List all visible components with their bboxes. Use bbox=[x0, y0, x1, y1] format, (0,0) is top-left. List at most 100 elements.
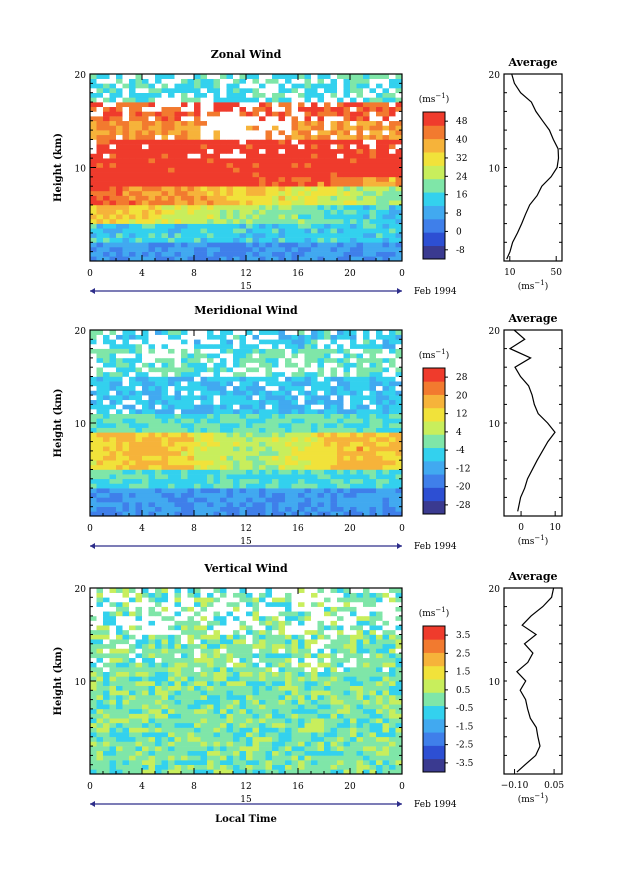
heatmap-cell bbox=[324, 699, 331, 705]
heatmap-cell bbox=[226, 148, 234, 154]
heatmap-cell bbox=[278, 339, 286, 345]
heatmap-cell bbox=[265, 246, 273, 252]
heatmap-cell bbox=[369, 381, 377, 387]
heatmap-cell bbox=[135, 148, 143, 154]
heatmap-cell bbox=[246, 228, 253, 234]
heatmap-cell bbox=[337, 492, 344, 498]
heatmap-cell bbox=[369, 83, 377, 89]
heatmap-cell bbox=[161, 74, 169, 79]
heatmap-cell bbox=[259, 181, 266, 187]
heatmap-cell bbox=[116, 446, 123, 452]
heatmap-cell bbox=[298, 741, 305, 747]
heatmap-cell bbox=[135, 246, 143, 252]
heatmap-cell bbox=[155, 390, 162, 396]
heatmap-cell bbox=[181, 404, 188, 410]
heatmap-cell bbox=[395, 464, 403, 470]
heatmap-cell bbox=[382, 708, 390, 714]
heatmap-cell bbox=[356, 186, 364, 192]
heatmap-cell bbox=[213, 362, 221, 368]
heatmap-cell bbox=[213, 492, 221, 498]
heatmap-cell bbox=[382, 409, 390, 414]
heatmap-cell bbox=[317, 446, 325, 452]
heatmap-cell bbox=[220, 478, 227, 484]
heatmap-cell bbox=[285, 732, 292, 738]
heatmap-cell bbox=[148, 385, 156, 391]
heatmap-cell bbox=[376, 446, 383, 452]
heatmap-cell bbox=[109, 376, 117, 382]
heatmap-cell bbox=[226, 195, 234, 201]
heatmap-cell bbox=[194, 446, 201, 452]
heatmap-cell bbox=[304, 162, 312, 168]
heatmap-cell bbox=[389, 741, 396, 747]
heatmap-cell bbox=[135, 125, 143, 131]
heatmap-cell bbox=[148, 511, 156, 517]
heatmap-cell bbox=[233, 176, 240, 182]
heatmap-cell bbox=[259, 727, 266, 733]
heatmap-cell bbox=[350, 153, 357, 159]
heatmap-cell bbox=[161, 404, 169, 410]
heatmap-cell bbox=[174, 162, 182, 168]
heatmap-cell bbox=[272, 223, 279, 229]
heatmap-cell bbox=[207, 362, 214, 368]
heatmap-cell bbox=[168, 190, 175, 196]
heatmap-cell bbox=[304, 209, 312, 215]
heatmap-cell bbox=[272, 83, 279, 89]
heatmap-cell bbox=[200, 760, 208, 765]
heatmap-cell bbox=[181, 144, 188, 150]
heatmap-cell bbox=[200, 232, 208, 238]
heatmap-cell bbox=[168, 330, 175, 335]
heatmap-cell bbox=[194, 200, 201, 206]
heatmap-cell bbox=[194, 478, 201, 484]
heatmap-cell bbox=[168, 446, 175, 452]
heatmap-cell bbox=[135, 78, 143, 84]
heatmap-cell bbox=[324, 474, 331, 480]
heatmap-cell bbox=[187, 385, 195, 391]
heatmap-cell bbox=[142, 367, 149, 373]
colorbar-tick-label: -4 bbox=[456, 446, 465, 456]
heatmap-cell bbox=[356, 464, 364, 470]
heatmap-cell bbox=[272, 746, 279, 752]
heatmap-cell bbox=[395, 120, 403, 126]
heatmap-cell bbox=[265, 483, 273, 489]
heatmap-cell bbox=[363, 385, 370, 391]
heatmap-cell bbox=[265, 708, 273, 714]
heatmap-cell bbox=[142, 381, 149, 387]
heatmap-cell bbox=[239, 381, 247, 387]
heatmap-cell bbox=[343, 769, 351, 775]
heatmap-cell bbox=[395, 483, 403, 489]
heatmap-cell bbox=[90, 172, 97, 178]
heatmap-cell bbox=[96, 413, 104, 419]
heatmap-cell bbox=[278, 409, 286, 414]
heatmap-cell bbox=[148, 708, 156, 714]
heatmap-cell bbox=[324, 511, 331, 517]
heatmap-cell bbox=[265, 755, 273, 761]
heatmap-cell bbox=[116, 395, 123, 401]
heatmap-cell bbox=[382, 722, 390, 728]
heatmap-cell bbox=[148, 181, 156, 187]
heatmap-cell bbox=[103, 195, 110, 201]
heatmap-cell bbox=[350, 97, 357, 103]
heatmap-cell bbox=[356, 704, 364, 710]
heatmap-cell bbox=[96, 209, 104, 215]
heatmap-cell bbox=[142, 704, 149, 710]
heatmap-cell bbox=[330, 708, 338, 714]
heatmap-cell bbox=[187, 251, 195, 257]
heatmap-cell bbox=[395, 741, 403, 747]
heatmap-cell bbox=[187, 502, 195, 507]
heatmap-cell bbox=[90, 339, 97, 345]
heatmap-cell bbox=[194, 432, 201, 438]
heatmap-cell bbox=[103, 432, 110, 438]
heatmap-cell bbox=[129, 446, 136, 452]
heatmap-cell bbox=[226, 204, 234, 210]
heatmap-cell bbox=[330, 74, 338, 79]
heatmap-cell bbox=[90, 111, 97, 117]
heatmap-cell bbox=[187, 228, 195, 234]
heatmap-cell bbox=[168, 436, 175, 442]
heatmap-cell bbox=[389, 469, 396, 475]
heatmap-cell bbox=[350, 130, 357, 136]
heatmap-cell bbox=[311, 190, 318, 196]
heatmap-cell bbox=[389, 399, 396, 405]
heatmap-cell bbox=[135, 699, 143, 705]
heatmap-cell bbox=[343, 718, 351, 724]
heatmap-cell bbox=[90, 741, 97, 747]
